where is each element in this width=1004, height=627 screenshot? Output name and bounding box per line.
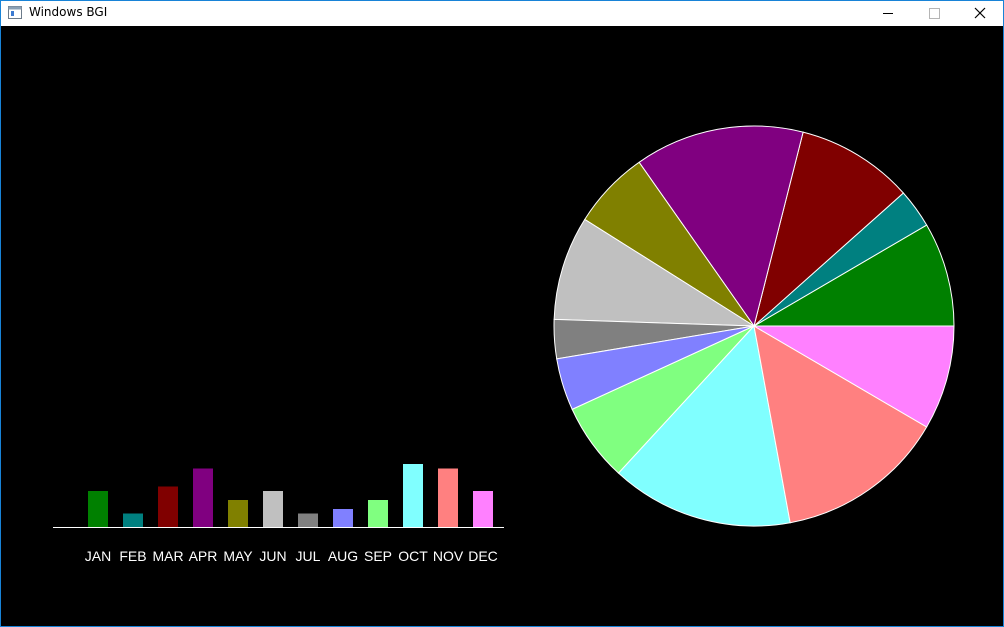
minimize-icon bbox=[883, 13, 893, 14]
bar-dec bbox=[473, 491, 493, 527]
bar-nov bbox=[438, 468, 458, 527]
bar-label-mar: MAR bbox=[152, 548, 183, 564]
bar-label-apr: APR bbox=[189, 548, 218, 564]
window-title: Windows BGI bbox=[29, 5, 108, 19]
chart-canvas: JAN FEB MAR APR MAY JUN JUL AUG SEP OCT NOV DEC bbox=[53, 125, 955, 564]
bar-jan bbox=[88, 491, 108, 527]
bar-label-sep: SEP bbox=[364, 548, 392, 564]
bar-label-may: MAY bbox=[223, 548, 253, 564]
pie-slice-oct bbox=[617, 324, 791, 527]
pie-slice-nov bbox=[753, 325, 928, 524]
bar-label-aug: AUG bbox=[328, 548, 358, 564]
bar-oct bbox=[403, 464, 423, 527]
bar-label-feb: FEB bbox=[119, 548, 146, 564]
bar-label-nov: NOV bbox=[433, 548, 464, 564]
bar-label-jun: JUN bbox=[259, 548, 286, 564]
bar-feb bbox=[123, 513, 143, 527]
pie-slice-jan bbox=[752, 224, 955, 327]
bar-sep bbox=[368, 500, 388, 527]
title-bar[interactable]: Windows BGI bbox=[1, 1, 1003, 26]
bar-aug bbox=[333, 509, 353, 527]
pie-slice-jun bbox=[553, 218, 756, 327]
bar-jun bbox=[263, 491, 283, 527]
app-window-icon bbox=[8, 6, 22, 19]
minimize-button[interactable] bbox=[865, 1, 911, 26]
close-icon bbox=[974, 7, 986, 19]
canvas-area: JAN FEB MAR APR MAY JUN JUL AUG SEP OCT NOV DEC bbox=[1, 26, 1003, 626]
bar-label-jan: JAN bbox=[85, 548, 111, 564]
bar-mar bbox=[158, 486, 178, 527]
close-button[interactable] bbox=[957, 1, 1003, 26]
bar-chart: JAN FEB MAR APR MAY JUN JUL AUG SEP OCT NOV DEC bbox=[53, 464, 504, 564]
bar-label-jul: JUL bbox=[296, 548, 321, 564]
maximize-button[interactable] bbox=[911, 1, 957, 26]
bar-apr bbox=[193, 468, 213, 527]
maximize-icon bbox=[929, 8, 940, 19]
bar-may bbox=[228, 500, 248, 527]
pie-slice-apr bbox=[638, 125, 804, 328]
pie-slice-dec bbox=[752, 325, 955, 428]
bar-jul bbox=[298, 513, 318, 527]
bar-label-oct: OCT bbox=[398, 548, 428, 564]
pie-chart bbox=[553, 125, 955, 527]
bar-label-dec: DEC bbox=[468, 548, 498, 564]
